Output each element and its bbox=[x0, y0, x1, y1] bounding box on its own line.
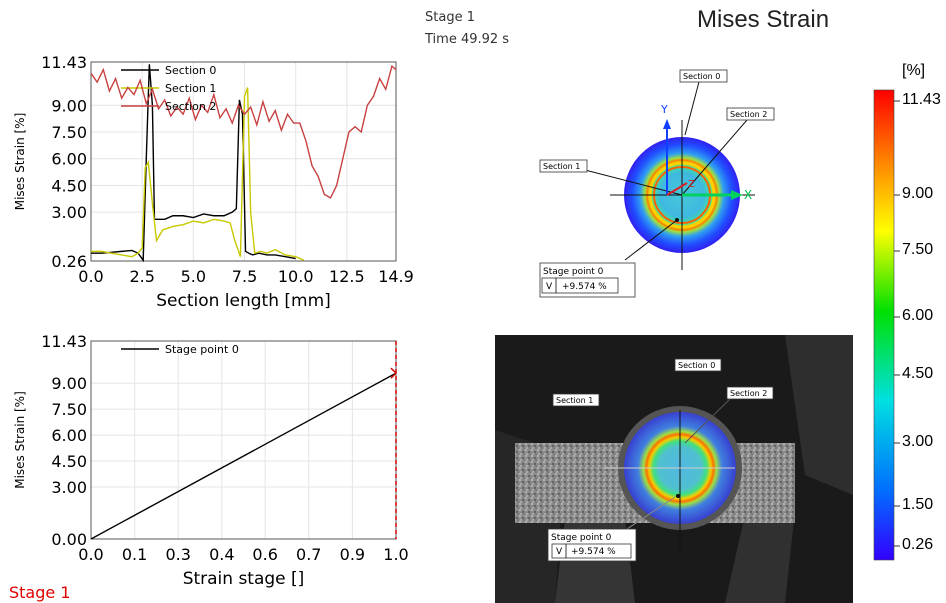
bottom-chart-xtick-label: 0.6 bbox=[252, 545, 277, 564]
top-chart-ytick-label: 6.00 bbox=[51, 150, 87, 169]
cam-point-value: +9.574 % bbox=[571, 547, 616, 557]
bottom-chart-xtick-label: 0.7 bbox=[296, 545, 321, 564]
bottom-chart-ytick-label: 11.43 bbox=[41, 332, 87, 351]
top-chart-series-1 bbox=[91, 87, 305, 261]
camera-overlay-image[interactable]: Section 0 Section 1 Section 2 Stage poin… bbox=[495, 335, 853, 603]
bottom-chart-ytick-label: 0.00 bbox=[51, 530, 87, 549]
colorbar-tick-label: 3.00 bbox=[902, 433, 934, 450]
plot-title: Mises Strain bbox=[697, 6, 830, 33]
bottom-chart-xtick-label: 1.0 bbox=[383, 545, 408, 564]
top-chart-xtick-label: 7.5 bbox=[232, 267, 257, 286]
strain-contour-image[interactable]: Y X Z Section 0 Section 1 Section 2 Stag… bbox=[525, 65, 795, 305]
cam-point-label: Stage point 0 bbox=[551, 533, 612, 543]
bottom-chart-xlabel: Strain stage [] bbox=[183, 569, 305, 589]
top-chart-legend-label-2: Section 2 bbox=[165, 100, 216, 113]
top-section-1-label: Section 1 bbox=[543, 162, 580, 171]
top-chart-legend-label-0: Section 0 bbox=[165, 64, 216, 77]
top-chart-ylabel: Mises Strain [%] bbox=[13, 113, 27, 211]
top-point-key: V bbox=[546, 282, 553, 292]
section-1-leader bbox=[584, 169, 683, 196]
time-label: Time 49.92 s bbox=[425, 32, 510, 47]
top-chart-legend-label-1: Section 1 bbox=[165, 82, 216, 95]
bottom-chart-grid bbox=[90, 340, 397, 540]
bottom-chart-ytick-label: 7.50 bbox=[51, 400, 87, 419]
colorbar-unit: [%] bbox=[902, 62, 926, 79]
colorbar-tick-label: 6.00 bbox=[902, 307, 934, 324]
y-axis-label: Y bbox=[660, 103, 668, 116]
bottom-chart-frame bbox=[90, 340, 397, 540]
section-profile-chart: 0.0 2.5 5.0 7.5 10.0 12.5 14.9 11.43 9.00 7.50 6.0… bbox=[13, 53, 414, 311]
colorbar-tick-label: 1.50 bbox=[902, 496, 934, 513]
bottom-chart-ytick-label: 9.00 bbox=[51, 374, 87, 393]
footer-stage-label: Stage 1 bbox=[9, 583, 71, 602]
top-chart-xtick-label: 12.5 bbox=[329, 267, 365, 286]
bottom-chart-xtick-label: 0.3 bbox=[166, 545, 191, 564]
bottom-chart-xtick-label: 0.0 bbox=[78, 545, 103, 564]
top-point-label: Stage point 0 bbox=[543, 267, 604, 277]
top-chart-xtick-label: 5.0 bbox=[181, 267, 206, 286]
z-axis-label: Z bbox=[688, 179, 695, 190]
colorbar-gradient bbox=[873, 89, 895, 561]
top-chart-xtick-label: 14.9 bbox=[378, 267, 414, 286]
cam-section-1-label: Section 1 bbox=[556, 396, 593, 405]
top-section-0-label: Section 0 bbox=[683, 72, 720, 81]
colorbar-tick-label: 4.50 bbox=[902, 365, 934, 382]
colorbar-tick-label: 11.43 bbox=[902, 91, 941, 108]
bottom-chart-xtick-label: 0.9 bbox=[340, 545, 365, 564]
top-chart-xtick-label: 2.5 bbox=[129, 267, 154, 286]
top-section-2-label: Section 2 bbox=[730, 110, 767, 119]
bottom-chart-xtick-label: 0.4 bbox=[209, 545, 234, 564]
section-2-line bbox=[681, 119, 748, 196]
top-chart-ytick-label: 9.00 bbox=[51, 96, 87, 115]
top-point-value: +9.574 % bbox=[562, 282, 607, 292]
top-chart-series-2 bbox=[90, 64, 397, 199]
colorbar bbox=[873, 89, 900, 561]
cam-point-key: V bbox=[556, 547, 563, 557]
bottom-chart-legend-label-0: Stage point 0 bbox=[165, 343, 239, 356]
top-chart-ytick-label: 3.00 bbox=[51, 203, 87, 222]
bottom-chart-series-0 bbox=[90, 372, 397, 540]
colorbar-tick-label: 0.26 bbox=[902, 536, 934, 553]
top-chart-ytick-label: 0.26 bbox=[51, 252, 87, 271]
stage-point-marker bbox=[675, 218, 679, 222]
top-chart-xtick-label: 0.0 bbox=[78, 267, 103, 286]
colorbar-tick-label: 7.50 bbox=[902, 241, 934, 258]
stage-label: Stage 1 bbox=[425, 10, 475, 25]
top-chart-xlabel: Section length [mm] bbox=[156, 291, 331, 311]
bottom-chart-ytick-label: 6.00 bbox=[51, 426, 87, 445]
colorbar-tick-label: 9.00 bbox=[902, 185, 934, 202]
x-axis-label: X bbox=[744, 188, 752, 202]
top-chart-ytick-label: 4.50 bbox=[51, 176, 87, 195]
bottom-chart-ytick-label: 3.00 bbox=[51, 478, 87, 497]
z-axis-arrow bbox=[666, 182, 688, 196]
stage-history-chart: 0.0 0.1 0.3 0.4 0.6 0.7 0.9 1.0 11.43 9.00 7.50 6.0… bbox=[13, 332, 409, 589]
cam-section-2-label: Section 2 bbox=[730, 389, 767, 398]
bottom-chart-ytick-label: 4.50 bbox=[51, 452, 87, 471]
top-chart-frame bbox=[90, 61, 397, 262]
y-axis-arrowhead bbox=[663, 119, 671, 129]
cam-section-0-label: Section 0 bbox=[678, 361, 715, 370]
section-0-leader bbox=[684, 77, 701, 136]
top-chart-ytick-label: 7.50 bbox=[51, 123, 87, 142]
stage-marker-arrow bbox=[390, 367, 398, 379]
x-axis-arrowhead bbox=[731, 190, 743, 200]
bottom-chart-ylabel: Mises Strain [%] bbox=[13, 391, 27, 489]
top-chart-ytick-label: 11.43 bbox=[41, 53, 87, 72]
stage-point-leader bbox=[624, 219, 678, 261]
bottom-chart-xtick-label: 0.1 bbox=[122, 545, 147, 564]
top-chart-xtick-label: 10.0 bbox=[278, 267, 314, 286]
